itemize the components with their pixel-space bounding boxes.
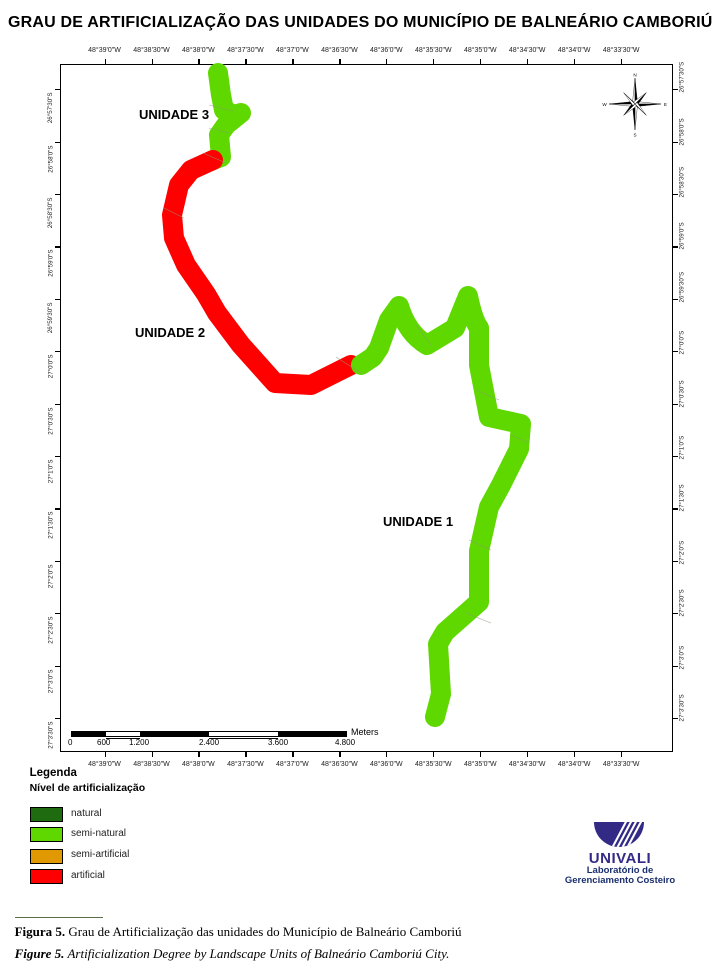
svg-text:W: W [602, 102, 607, 107]
svg-text:E: E [664, 102, 667, 107]
svg-text:S: S [633, 133, 636, 138]
svg-text:N: N [633, 73, 636, 78]
